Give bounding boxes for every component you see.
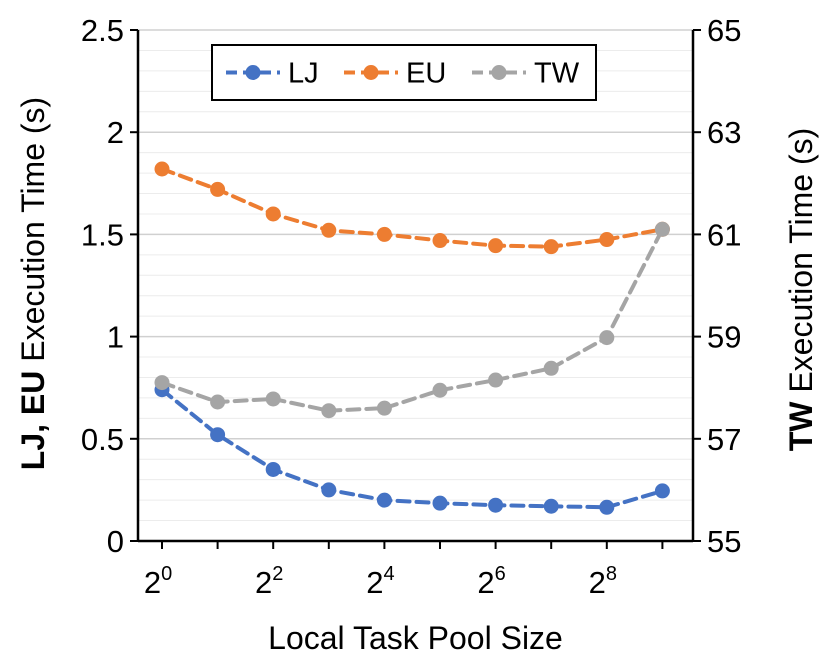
data-point-tw	[321, 403, 337, 419]
x-tick-label: 22	[255, 563, 283, 600]
data-point-tw	[599, 330, 615, 346]
data-point-eu	[599, 232, 615, 248]
series-layer	[154, 161, 670, 515]
x-tick-label: 20	[144, 563, 172, 600]
legend-box	[211, 44, 597, 101]
data-point-lj	[432, 495, 448, 511]
legend-swatch-marker-eu	[363, 65, 379, 80]
data-point-tw	[210, 394, 226, 410]
legend-label-lj: LJ	[288, 58, 319, 90]
right-y-axis-label: TW Execution Time (s)	[783, 128, 819, 452]
x-tick-exponent: 6	[495, 563, 506, 585]
left-tick-label: 2	[107, 115, 124, 150]
x-tick-base: 2	[255, 565, 272, 600]
data-point-lj	[265, 461, 281, 477]
data-point-eu	[376, 226, 392, 242]
right-tick-label: 57	[707, 422, 741, 457]
right-tick-label: 59	[707, 320, 741, 355]
left-tick-label: 0.5	[81, 422, 124, 457]
data-point-eu	[321, 222, 337, 238]
x-tick-base: 2	[589, 565, 606, 600]
data-point-tw	[376, 400, 392, 416]
data-point-eu	[154, 161, 170, 177]
data-point-eu	[432, 233, 448, 249]
data-point-tw	[488, 372, 504, 388]
x-tick-label: 24	[366, 563, 394, 600]
x-tick-exponent: 2	[272, 563, 283, 585]
data-point-lj	[321, 482, 337, 498]
data-point-lj	[599, 499, 615, 515]
legend-layer: LJ EU TW	[211, 44, 597, 101]
grid-layer	[138, 29, 693, 522]
data-point-tw	[154, 375, 170, 391]
legend-swatch-marker-tw	[491, 65, 507, 80]
x-tick-base: 2	[144, 565, 161, 600]
data-point-lj	[376, 492, 392, 508]
right-y-axis-label-normal: Execution Time (s)	[783, 128, 819, 402]
left-tick-label: 0	[107, 524, 124, 559]
legend-label-tw: TW	[534, 58, 580, 90]
x-tick-exponent: 0	[161, 563, 172, 585]
x-tick-label: 26	[477, 563, 505, 600]
data-point-eu	[210, 181, 226, 197]
data-point-lj	[543, 498, 559, 514]
series-line-tw	[160, 227, 665, 413]
x-tick-exponent: 8	[606, 563, 617, 585]
x-axis-label: Local Task Pool Size	[268, 620, 563, 656]
left-y-axis-label-normal: Execution Time (s)	[15, 97, 51, 371]
right-tick-label: 61	[707, 217, 741, 252]
data-point-lj	[654, 483, 670, 499]
data-point-eu	[488, 238, 504, 254]
right-tick-label: 55	[707, 524, 741, 559]
right-tick-label: 63	[707, 115, 741, 150]
x-tick-base: 2	[366, 565, 383, 600]
series-line-lj	[160, 387, 665, 510]
legend-swatch-marker-lj	[245, 65, 261, 80]
left-tick-label: 2.5	[81, 13, 124, 48]
x-tick-base: 2	[477, 565, 494, 600]
data-point-lj	[488, 497, 504, 513]
data-point-eu	[265, 206, 281, 222]
x-tick-label: 28	[589, 563, 617, 600]
data-point-tw	[432, 382, 448, 398]
data-point-lj	[210, 427, 226, 443]
data-point-tw	[654, 221, 670, 237]
legend-label-eu: EU	[406, 58, 446, 90]
x-tick-exponent: 4	[383, 563, 394, 585]
data-point-tw	[265, 391, 281, 407]
data-point-eu	[543, 239, 559, 255]
left-y-axis-label-bold: LJ, EU	[15, 371, 51, 471]
data-point-tw	[543, 360, 559, 376]
axes-layer	[136, 30, 695, 543]
left-tick-label: 1.5	[81, 217, 124, 252]
right-tick-label: 65	[707, 13, 741, 48]
series-line-eu	[160, 166, 665, 249]
right-y-axis-label-bold: TW	[783, 401, 819, 452]
labels-layer: Local Task Pool Size LJ, EU Execution Tim…	[15, 97, 819, 656]
left-tick-label: 1	[107, 320, 124, 355]
left-y-axis-label: LJ, EU Execution Time (s)	[15, 97, 51, 470]
